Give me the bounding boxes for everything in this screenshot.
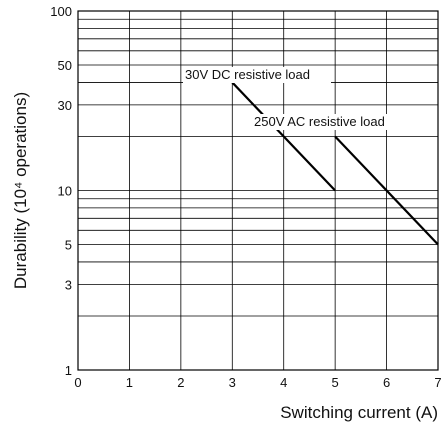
x-axis-label: Switching current (A)	[280, 403, 438, 422]
annotation-background	[183, 67, 331, 83]
plot-frame	[77, 10, 439, 371]
x-tick-label: 7	[434, 375, 441, 390]
grid	[78, 11, 438, 370]
series-annotation: 30V DC resistive load	[185, 67, 310, 82]
x-tick-label: 2	[177, 375, 184, 390]
y-axis-label: Durability (10⁴ operations)	[11, 92, 30, 289]
y-tick-label: 10	[58, 184, 72, 199]
y-tick-label: 5	[65, 238, 72, 253]
x-tick-label: 0	[74, 375, 81, 390]
x-tick-label: 5	[332, 375, 339, 390]
series-lines	[231, 81, 439, 246]
series-line	[334, 135, 439, 246]
series-annotations: 30V DC resistive load 250V AC resistive l…	[183, 67, 436, 130]
y-tick-label: 3	[65, 277, 72, 292]
y-tick-label: 50	[58, 58, 72, 73]
x-tick-label: 4	[280, 375, 287, 390]
y-tick-label: 100	[50, 4, 72, 19]
x-tick-label: 3	[229, 375, 236, 390]
series-annotation: 250V AC resistive load	[254, 114, 385, 129]
y-tick-label: 30	[58, 98, 72, 113]
y-tick-label: 1	[65, 363, 72, 378]
annotation-background	[252, 114, 436, 130]
x-tick-label: 6	[383, 375, 390, 390]
series-line	[231, 81, 336, 192]
x-tick-label: 1	[126, 375, 133, 390]
